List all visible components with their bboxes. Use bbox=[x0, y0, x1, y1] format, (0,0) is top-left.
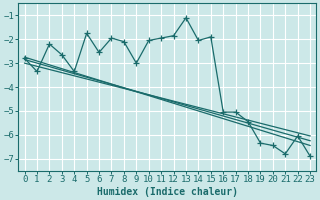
X-axis label: Humidex (Indice chaleur): Humidex (Indice chaleur) bbox=[97, 186, 238, 197]
